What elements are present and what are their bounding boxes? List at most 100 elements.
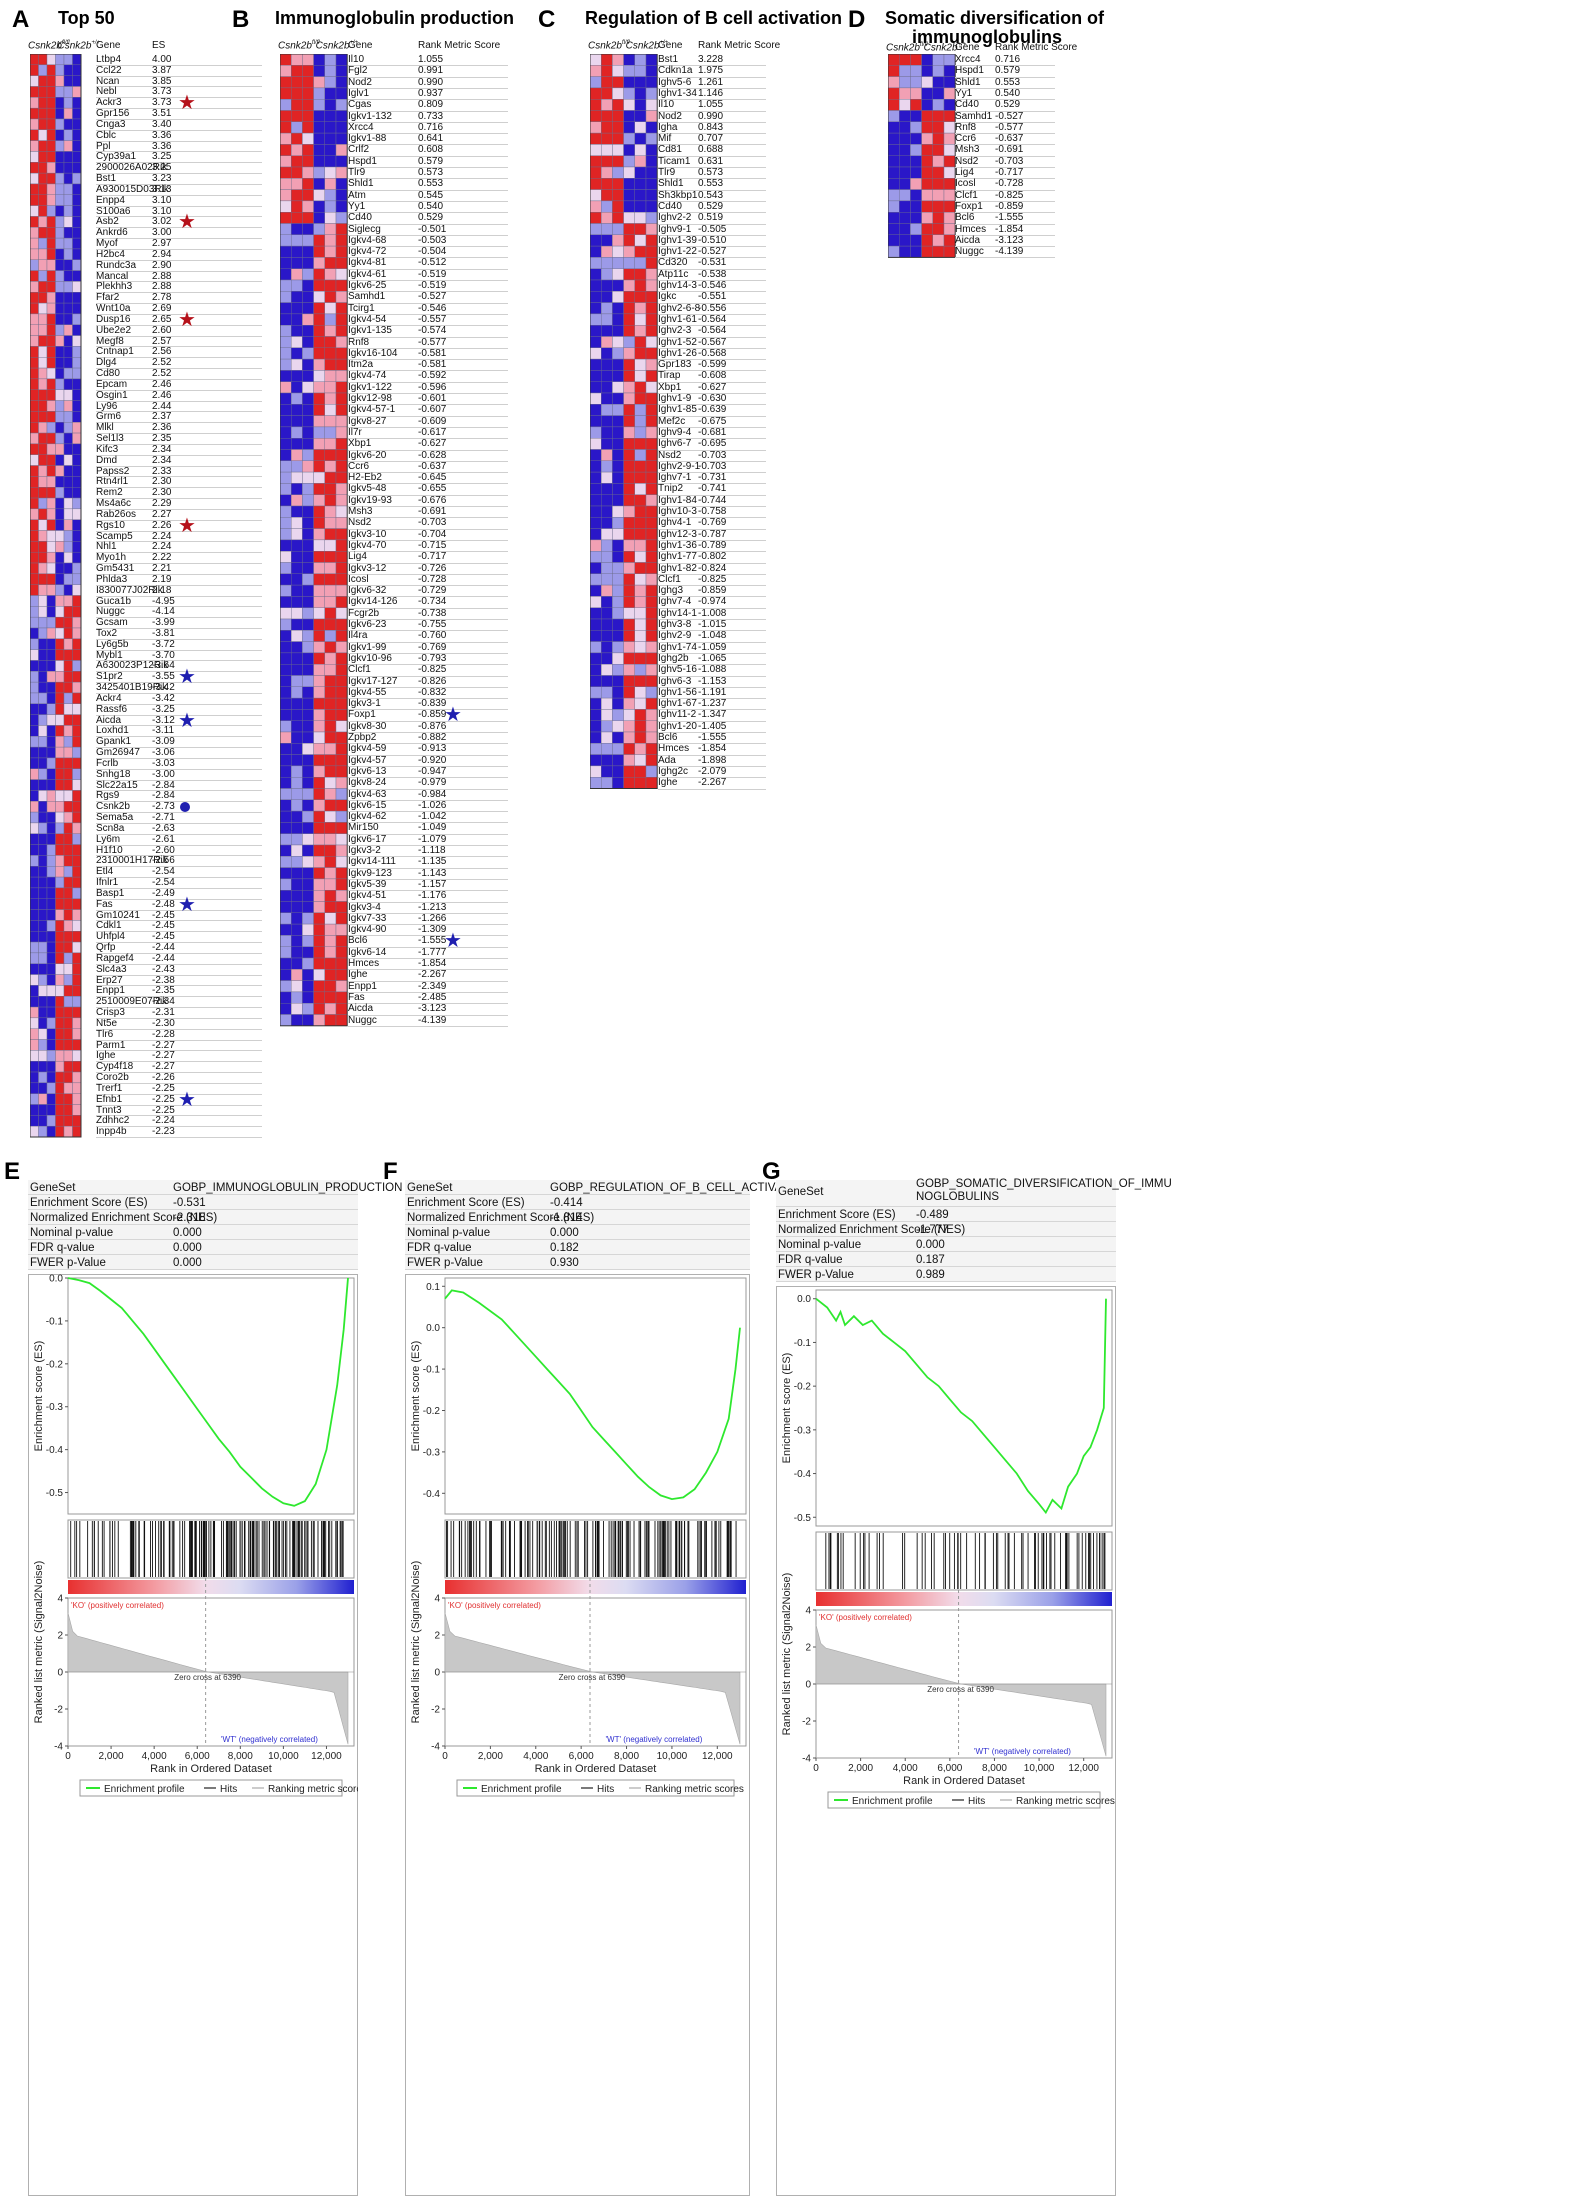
gene-score: -0.734 — [418, 596, 447, 608]
heatmap-cell — [324, 799, 337, 812]
heatmap-cell — [38, 736, 48, 748]
x-tick-label: 8,000 — [614, 1751, 639, 1762]
heatmap-cell — [46, 584, 56, 596]
heatmap-cell — [280, 765, 292, 778]
gene-name: Ly96 — [96, 400, 118, 412]
heatmap-cell — [302, 211, 314, 224]
gene-name: Rnf8 — [955, 121, 977, 133]
heatmap-cell — [600, 392, 613, 405]
gene-score: -2.61 — [152, 833, 175, 845]
gene-name: Icosl — [348, 573, 369, 585]
heatmap-cell — [38, 86, 48, 98]
heatmap-cell — [30, 302, 39, 315]
heatmap-cell — [38, 920, 48, 932]
heatmap-cell — [46, 227, 56, 239]
heatmap-cell — [590, 754, 602, 767]
heatmap-cell — [38, 595, 48, 607]
gene-name: Igkv1-132 — [348, 110, 392, 122]
row-divider — [96, 151, 262, 153]
heatmap-cell — [634, 720, 647, 733]
row-divider — [348, 890, 508, 892]
heatmap-cell — [55, 1093, 65, 1105]
gene-score: 0.631 — [698, 155, 724, 167]
heatmap-cell — [324, 765, 337, 778]
rank-color-bar — [68, 1580, 354, 1594]
gene-name: Ighv5-6 — [658, 76, 692, 88]
heatmap-cell — [634, 573, 647, 586]
heatmap-cell — [590, 483, 602, 495]
gene-name: Rassf6 — [96, 703, 128, 715]
row-divider — [658, 675, 766, 677]
stat-label: GeneSet — [30, 1182, 76, 1194]
heatmap-cell — [55, 952, 65, 964]
heatmap-cell — [612, 358, 624, 371]
row-divider — [96, 552, 262, 554]
gene-name: Igkv16-104 — [348, 347, 398, 359]
heatmap-cell — [72, 64, 82, 76]
heatmap-cell — [645, 313, 658, 326]
heatmap-cell — [63, 692, 73, 704]
row-divider — [348, 811, 508, 813]
gene-score: -2.27 — [152, 1061, 175, 1073]
ko-label: 'KO' (positively correlated) — [71, 1601, 164, 1610]
heatmap-cell — [38, 443, 48, 455]
heatmap-cell — [590, 528, 602, 541]
heatmap-cell — [888, 65, 900, 77]
heatmap-cell — [30, 974, 39, 986]
heatmap-cell — [63, 1104, 73, 1116]
gene-name: Hmces — [658, 743, 690, 755]
heatmap-cell — [72, 811, 82, 824]
heatmap-cell — [335, 268, 348, 281]
row-divider — [658, 212, 766, 214]
gene-score: -0.627 — [698, 381, 727, 393]
gene-name: Ccl22 — [96, 64, 122, 76]
heatmap-cell — [612, 144, 624, 156]
row-divider — [96, 682, 262, 684]
gene-score: 2.60 — [152, 324, 172, 336]
gene-name: Ffar2 — [96, 292, 120, 304]
heatmap-cell — [623, 54, 635, 66]
row-divider — [348, 856, 508, 858]
legend-box — [456, 1779, 735, 1797]
es-tick-label: -0.2 — [794, 1382, 812, 1393]
heatmap-cell — [280, 392, 292, 405]
heatmap-cell — [932, 54, 945, 66]
heatmap-cell — [46, 996, 56, 1008]
row-divider — [96, 292, 262, 294]
heatmap-cell — [72, 443, 82, 455]
heatmap-cell — [612, 720, 624, 733]
gene-score: 0.809 — [418, 99, 444, 111]
gene-column-header: Gene — [96, 40, 121, 51]
heatmap-cell — [63, 952, 73, 964]
gene-score: -2.44 — [152, 942, 175, 954]
row-divider — [658, 415, 766, 417]
gene-name: Igkv4-68 — [348, 234, 387, 246]
heatmap-cell — [302, 1014, 314, 1027]
x-tick-label: 12,000 — [702, 1751, 733, 1762]
heatmap-cell — [38, 292, 48, 304]
gene-name: Ackr4 — [96, 692, 122, 704]
heatmap-cell — [72, 97, 82, 109]
gene-score: -0.519 — [418, 280, 447, 291]
heatmap-cell — [46, 237, 56, 250]
heatmap-cell — [290, 743, 303, 755]
heatmap-cell — [55, 573, 65, 585]
es-tick-label: -0.5 — [794, 1513, 812, 1524]
gene-column-header: Gene — [658, 40, 683, 51]
heatmap-cell — [623, 709, 635, 721]
gene-name: Igkv4-55 — [348, 686, 387, 698]
stat-value: 0.930 — [550, 1257, 579, 1269]
heatmap-cell — [46, 86, 56, 98]
heatmap-cell — [888, 245, 900, 258]
x-tick-label: 6,000 — [569, 1751, 594, 1762]
heatmap-cell — [324, 810, 337, 823]
row-divider — [658, 280, 766, 281]
heatmap-cell — [72, 703, 82, 715]
heatmap-cell — [55, 616, 65, 629]
heatmap-cell — [590, 675, 602, 688]
gene-name: Phlda3 — [96, 573, 128, 585]
heatmap-cell — [72, 172, 82, 185]
heatmap-cell — [72, 757, 82, 769]
heatmap-cell — [932, 87, 945, 100]
